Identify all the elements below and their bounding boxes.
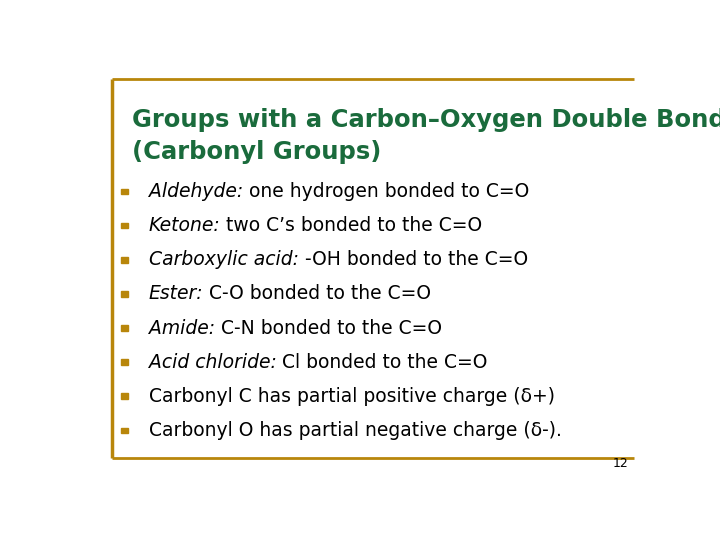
Text: one hydrogen bonded to C=O: one hydrogen bonded to C=O — [243, 182, 529, 201]
Text: two C’s bonded to the C=O: two C’s bonded to the C=O — [220, 216, 482, 235]
Text: Carbonyl O has partial negative charge (δ-).: Carbonyl O has partial negative charge (… — [148, 421, 562, 440]
Bar — [121, 360, 128, 365]
Text: C-O bonded to the C=O: C-O bonded to the C=O — [203, 285, 431, 303]
Text: 12: 12 — [613, 457, 629, 470]
Bar — [121, 428, 128, 433]
Text: Acid chloride:: Acid chloride: — [148, 353, 276, 372]
Bar — [121, 257, 128, 262]
Text: Ester:: Ester: — [148, 285, 203, 303]
Text: Amide:: Amide: — [148, 319, 215, 338]
Text: (Carbonyl Groups): (Carbonyl Groups) — [132, 140, 381, 164]
Bar — [121, 223, 128, 228]
Text: Carbonyl C has partial positive charge (δ+): Carbonyl C has partial positive charge (… — [148, 387, 554, 406]
Text: Ketone:: Ketone: — [148, 216, 220, 235]
Text: Groups with a Carbon–Oxygen Double Bond: Groups with a Carbon–Oxygen Double Bond — [132, 109, 720, 132]
Text: Carboxylic acid:: Carboxylic acid: — [148, 251, 299, 269]
Bar — [121, 189, 128, 194]
Bar — [121, 291, 128, 296]
Bar — [121, 394, 128, 399]
Text: C-N bonded to the C=O: C-N bonded to the C=O — [215, 319, 441, 338]
Text: Cl bonded to the C=O: Cl bonded to the C=O — [276, 353, 488, 372]
Text: -OH bonded to the C=O: -OH bonded to the C=O — [299, 251, 528, 269]
Bar — [121, 325, 128, 330]
Text: Aldehyde:: Aldehyde: — [148, 182, 243, 201]
